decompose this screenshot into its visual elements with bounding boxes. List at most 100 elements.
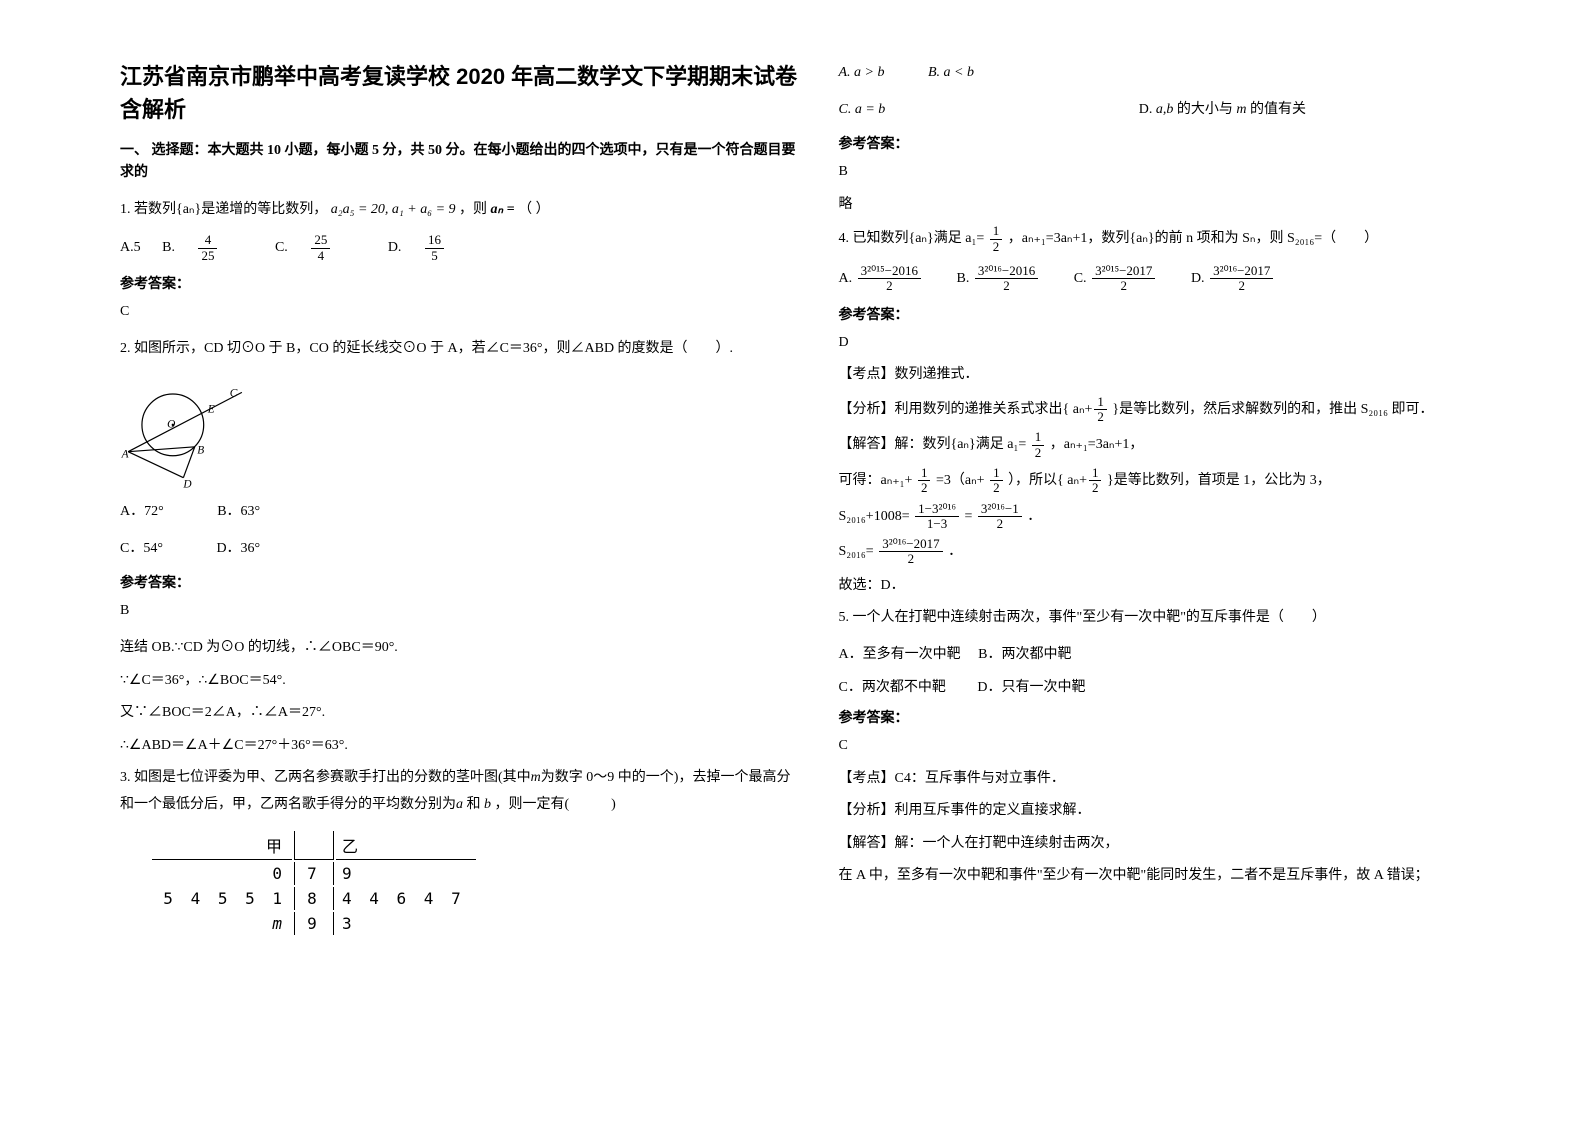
q5-kp: 【考点】C4：互斥事件与对立事件．	[839, 766, 1518, 793]
q1-optB-label: B.	[162, 240, 175, 255]
q4-half3-d: 2	[918, 481, 931, 495]
q5-optB: B．两次都中靶	[978, 647, 1071, 662]
q4-stem-a: 4. 已知数列{aₙ}满足 a₁=	[839, 231, 985, 246]
q3-m: m	[531, 770, 541, 785]
q4-jdg-d: 1−3	[915, 517, 959, 531]
q4-anplus2-a: aₙ+	[1067, 473, 1087, 488]
q4-jd-g: S₂₀₁₆+1008=	[839, 509, 914, 524]
q2-optD: D．36°	[216, 541, 260, 556]
q1-optD-den: 5	[425, 249, 444, 263]
q2-ans-label: 参考答案：	[120, 572, 799, 592]
row3-stem: 9	[294, 912, 334, 935]
q5-kp-t: C4：互斥事件与对立事件．	[895, 771, 1065, 786]
stem-leaf-plot: 甲 乙 0 7 9 5 4 5 5 1 8 4 4 6 4 7 m 9 3	[150, 829, 478, 937]
q4-optC: C. 3²⁰¹⁵−20172	[1074, 271, 1161, 286]
q4-fx: 【分析】利用数列的递推关系式求出{ aₙ+12 }是等比数列，然后求解数列的和，…	[839, 395, 1518, 425]
q4-options: A. 3²⁰¹⁵−20162 B. 3²⁰¹⁶−20162 C. 3²⁰¹⁵−2…	[839, 264, 1518, 294]
q4-jd-b: ，aₙ₊₁=3aₙ+1，	[1050, 437, 1144, 452]
q4-jdg-d2: 2	[978, 517, 1022, 531]
q4-anplus-n: 1	[1094, 395, 1107, 410]
question-4: 4. 已知数列{aₙ}满足 a₁= 1 2 ，aₙ₊₁=3aₙ+1，数列{aₙ}…	[839, 224, 1518, 254]
q5-fx-t: 利用互斥事件的定义直接求解．	[895, 803, 1091, 818]
q4-jd-h: S₂₀₁₆=	[839, 544, 878, 559]
q3-options-row2: C. a = b D. a,b 的大小与 m 的值有关	[839, 97, 1518, 124]
q4-optB: B. 3²⁰¹⁶−20162	[957, 271, 1044, 286]
page-title: 江苏省南京市鹏举中高考复读学校 2020 年高二数学文下学期期末试卷含解析	[120, 60, 799, 126]
q5-jd-l: 【解答】	[839, 836, 895, 851]
q1-optD-frac: 16 5	[425, 233, 462, 263]
q5-fx: 【分析】利用互斥事件的定义直接求解．	[839, 798, 1518, 825]
row1-stem: 7	[294, 862, 334, 885]
q4-jdh-d: 2	[879, 552, 942, 566]
q4-half3-n: 1	[918, 466, 931, 481]
q1-ans: C	[120, 299, 799, 326]
q4-jd-l: 【解答】	[839, 437, 895, 452]
q4-half4-n: 1	[990, 466, 1003, 481]
q4-fx-a: 利用数列的递推关系式求出{	[895, 402, 1070, 417]
q1-optC-label: C.	[275, 240, 288, 255]
leaf-header-right: 乙	[336, 831, 476, 860]
section-1-head: 一、 选择题：本大题共 10 小题，每小题 5 分，共 50 分。在每小题给出的…	[120, 140, 799, 185]
q4-anplus2-n: 1	[1089, 466, 1102, 481]
q2-diagram: A B C D O E	[120, 378, 250, 488]
q4-fC-n: 3²⁰¹⁵−2017	[1092, 264, 1155, 279]
svg-text:C: C	[230, 388, 238, 400]
q4-anplus-a: aₙ+	[1073, 402, 1093, 417]
q3-and: 和	[463, 797, 484, 812]
svg-text:D: D	[182, 479, 192, 489]
q2-exp2: ∵∠C＝36°，∴∠BOC＝54°.	[120, 668, 799, 695]
q3-optD-b: a,b	[1156, 102, 1174, 117]
q1-optB-den: 25	[198, 249, 217, 263]
q5-optA: A．至多有一次中靶	[839, 647, 961, 662]
q4-fB-n: 3²⁰¹⁶−2016	[975, 264, 1038, 279]
q4-fB-d: 2	[975, 279, 1038, 293]
q1-optD-num: 16	[425, 233, 444, 248]
q3-optD-a: D.	[1139, 102, 1156, 117]
row3-right: 3	[336, 912, 476, 935]
q4-half2-n: 1	[1032, 430, 1045, 445]
q4-fC-d: 2	[1092, 279, 1155, 293]
q4-jdg-n: 1−3²⁰¹⁶	[915, 502, 959, 517]
q3-optA: A. a > b	[839, 65, 885, 80]
q3-ans-label: 参考答案：	[839, 133, 1518, 153]
q4-kp: 【考点】数列递推式．	[839, 362, 1518, 389]
q5-jd-a: 【解答】解：一个人在打靶中连续射击两次，	[839, 831, 1518, 858]
q1-optC-frac: 25 4	[311, 233, 348, 263]
q4-ans: D	[839, 330, 1518, 357]
q4-jdh-n: 3²⁰¹⁶−2017	[879, 537, 942, 552]
q2-options-row1: A．72° B．63°	[120, 499, 799, 526]
q3-optC: C. a = b	[839, 97, 886, 124]
q3-optD: D. a,b 的大小与 m 的值有关	[1139, 102, 1306, 117]
q5-ans: C	[839, 733, 1518, 760]
q4-jd-3: S₂₀₁₆+1008= 1−3²⁰¹⁶1−3 = 3²⁰¹⁶−12 ．	[839, 502, 1518, 532]
q1-optD: D. 16 5	[388, 240, 480, 255]
q4-fD-d: 2	[1210, 279, 1273, 293]
q4-jdg-eq: =	[964, 509, 975, 524]
q1-ans-label: 参考答案：	[120, 273, 799, 293]
q4-anplus-1: aₙ+12	[1073, 395, 1109, 425]
q4-jdg-dot: ．	[1027, 509, 1041, 524]
q5-optD: D．只有一次中靶	[977, 680, 1085, 695]
q2-ans: B	[120, 598, 799, 625]
q4-jd-2: 可得：aₙ₊₁+ 12 =3（aₙ+ 12 ），所以{ aₙ+12 }是等比数列…	[839, 466, 1518, 496]
q5-jd-at: 解：一个人在打靶中连续射击两次，	[895, 836, 1119, 851]
q1-stem-a: 1. 若数列{aₙ}是递增的等比数列，	[120, 202, 327, 217]
right-column: A. a > b B. a < b C. a = b D. a,b 的大小与 m…	[819, 60, 1538, 1082]
q2-optA: A．72°	[120, 504, 164, 519]
q3-stem-a: 3. 如图是七位评委为甲、乙两名参赛歌手打出的分数的茎叶图(其中	[120, 770, 531, 785]
q4-kp-l: 【考点】	[839, 367, 895, 382]
q4-optA: A. 3²⁰¹⁵−20162	[839, 271, 927, 286]
q5-options-row1: A．至多有一次中靶 B．两次都中靶	[839, 642, 1518, 669]
q4-half-d: 2	[990, 240, 1003, 254]
q3-stem-c: ，则一定有( )	[491, 797, 616, 812]
q4-stem-b: ，aₙ₊₁=3aₙ+1，数列{aₙ}的前 n 项和为 Sₙ，则 S₂₀₁₆=（ …	[1008, 231, 1378, 246]
q2-optC: C．54°	[120, 541, 163, 556]
question-2: 2. 如图所示，CD 切⊙O 于 B，CO 的延长线交⊙O 于 A，若∠C＝36…	[120, 336, 799, 363]
row2-left: 5 4 5 5 1	[152, 887, 292, 910]
row1-left: 0	[152, 862, 292, 885]
q4-jd-1: 【解答】解：数列{aₙ}满足 a₁= 12 ，aₙ₊₁=3aₙ+1，	[839, 430, 1518, 460]
svg-text:A: A	[121, 449, 129, 461]
q3-b: b	[484, 797, 491, 812]
q4-lC: C.	[1074, 271, 1087, 286]
q1-optA: A.5	[120, 240, 141, 255]
